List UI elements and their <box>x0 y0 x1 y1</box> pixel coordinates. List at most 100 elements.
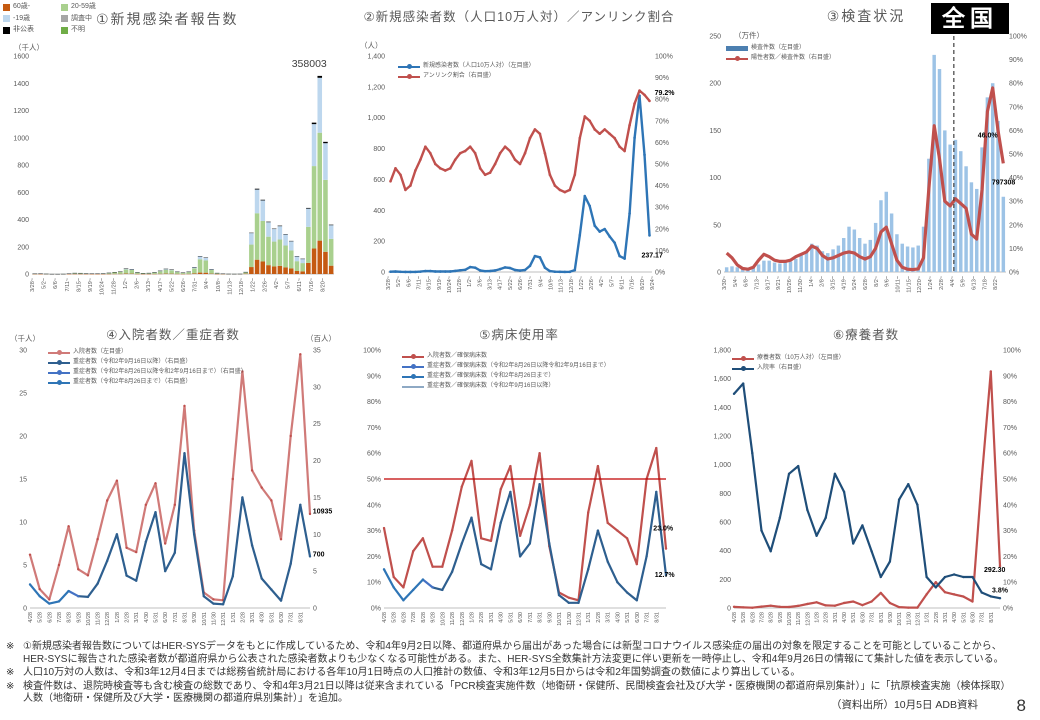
svg-text:12/20~: 12/20~ <box>917 276 923 293</box>
footnote-text: 人口10万対の人数は、令和3年12月4日までは総務省統計局における各年10月1日… <box>23 667 801 678</box>
legend-item: -19歳 <box>3 14 55 25</box>
svg-text:400: 400 <box>373 208 385 215</box>
legend-swatch-icon <box>3 26 10 34</box>
svg-text:2/28: 2/28 <box>596 612 602 623</box>
svg-text:1/22~: 1/22~ <box>251 278 257 292</box>
svg-text:5/28: 5/28 <box>741 612 747 623</box>
svg-text:25: 25 <box>19 391 27 398</box>
svg-text:70%: 70% <box>367 425 381 432</box>
legend-label: アンリンク割合（右目盛） <box>423 73 495 79</box>
svg-text:2/28: 2/28 <box>479 612 485 623</box>
legend-label: 療養者数（10万人対）（左目盛） <box>757 355 845 361</box>
legend-item: 重症者数（令和2年9月16日以降）（右目盛） <box>48 358 247 367</box>
axis-unit-label: （千人） <box>14 43 44 52</box>
legend-label: 60歳- <box>13 3 31 10</box>
svg-text:1/28: 1/28 <box>115 612 121 623</box>
axis-unit-label: （万件） <box>734 31 764 40</box>
chart-title: ②新規感染者数（人口10万人対）／アンリンク割合 <box>363 10 675 24</box>
svg-text:4/28: 4/28 <box>382 612 388 623</box>
svg-text:100%: 100% <box>363 348 381 355</box>
chart-canvas: 0 200 400 600 800 1,000 1,200 1,400 0% 10% 20% 30% 4… <box>367 54 676 293</box>
legend-swatch-icon <box>398 74 420 79</box>
svg-text:700: 700 <box>313 551 325 558</box>
axis-unit-label: （百人） <box>306 334 336 343</box>
legend-item: 不明 <box>61 25 113 36</box>
svg-text:90%: 90% <box>1003 373 1017 380</box>
svg-text:7/16~: 7/16~ <box>630 276 636 290</box>
chart-bed-occupancy: ⑤病床使用率 0% 10% 20% 30% 40% 50% 60% 70% 80% 90% 100%… <box>346 318 692 644</box>
svg-text:4/17~: 4/17~ <box>498 276 504 290</box>
legend-label: 入院者数／確保病床数 <box>427 353 488 359</box>
legend-label: 非公表 <box>13 26 34 33</box>
svg-text:7/11~: 7/11~ <box>416 276 422 290</box>
page-number: 8 <box>1016 696 1026 715</box>
svg-text:50%: 50% <box>655 162 669 169</box>
legend-label: 新規感染者数（人口10万人対）（左目盛） <box>423 63 535 69</box>
legend-item: 入院率（右目盛） <box>732 364 845 373</box>
legend-swatch-icon <box>726 56 748 61</box>
svg-text:60%: 60% <box>1009 128 1023 135</box>
legend-label: 調査中 <box>71 14 92 22</box>
svg-text:1/31: 1/31 <box>231 612 237 623</box>
chart-canvas: 0 200 400 600 800 1,000 1,200 1,400 1,600 1,800 0%… <box>713 348 1020 626</box>
svg-text:2/8~: 2/8~ <box>820 276 826 287</box>
svg-text:3/31: 3/31 <box>134 612 140 623</box>
chart-title: ①新規感染者報告数 <box>96 11 239 27</box>
svg-text:4/4~: 4/4~ <box>950 276 956 287</box>
svg-text:12/31: 12/31 <box>915 612 921 626</box>
chart-title: ④入院者数／重症者数 <box>106 328 240 342</box>
svg-text:10/28: 10/28 <box>787 612 793 626</box>
legend-label: 重症者数／確保病床数（令和2年8月26日以降令和2年9月16日まで） <box>427 363 610 369</box>
svg-text:2/6~: 2/6~ <box>477 276 483 287</box>
svg-text:6/6~: 6/6~ <box>406 276 412 287</box>
svg-text:11/13~: 11/13~ <box>227 278 233 295</box>
svg-text:60%: 60% <box>655 140 669 147</box>
svg-text:9/28: 9/28 <box>76 612 82 623</box>
svg-text:4/30: 4/30 <box>260 612 266 623</box>
svg-text:2/28: 2/28 <box>824 612 830 623</box>
svg-text:7/31~: 7/31~ <box>193 278 199 292</box>
svg-text:0%: 0% <box>655 270 665 277</box>
axis-unit-label: （千人） <box>10 334 40 343</box>
svg-text:4/30: 4/30 <box>952 612 958 623</box>
svg-text:7/31: 7/31 <box>528 612 534 623</box>
svg-text:5/28: 5/28 <box>392 612 398 623</box>
chart-legend: 検査件数（左目盛） 陽性者数／検査件数（右目盛） <box>726 44 835 64</box>
legend-item: 検査件数（左目盛） <box>726 44 835 53</box>
svg-text:6/28~: 6/28~ <box>863 276 869 290</box>
svg-text:9/6~: 9/6~ <box>885 276 891 287</box>
legend-item: 60歳- <box>3 2 55 13</box>
svg-text:5/22~: 5/22~ <box>169 278 175 292</box>
svg-text:250: 250 <box>709 34 721 41</box>
legend-item: 重症者数（令和2年8月26日以降令和2年9月16日まで）（右目盛） <box>48 368 247 377</box>
svg-text:1,000: 1,000 <box>713 462 731 469</box>
svg-text:70%: 70% <box>1009 104 1023 111</box>
svg-text:5/4~: 5/4~ <box>733 276 739 287</box>
chart-canvas: 0 50 100 150 200 250 0% 10% 20% 30% 40% 50% 60% 70% 80… <box>709 34 1027 293</box>
svg-text:0: 0 <box>717 270 721 277</box>
legend-item: アンリンク割合（右目盛） <box>398 72 535 81</box>
svg-text:6/11~: 6/11~ <box>620 276 626 290</box>
svg-text:40%: 40% <box>1003 502 1017 509</box>
svg-text:9/30: 9/30 <box>547 612 553 623</box>
legend-item: 陽性者数／検査件数（右目盛） <box>726 54 835 63</box>
svg-text:5/2~: 5/2~ <box>396 276 402 287</box>
svg-text:1/22~: 1/22~ <box>579 276 585 290</box>
svg-text:600: 600 <box>373 177 385 184</box>
legend-label: 不明 <box>71 26 85 33</box>
svg-text:8/15~: 8/15~ <box>427 276 433 290</box>
svg-text:7/31: 7/31 <box>173 612 179 623</box>
svg-text:400: 400 <box>17 217 29 224</box>
footnote-marker: ※ <box>6 641 15 652</box>
svg-text:3/31: 3/31 <box>943 612 949 623</box>
svg-text:10/8~: 10/8~ <box>216 278 222 292</box>
svg-text:2/26~: 2/26~ <box>262 278 268 292</box>
svg-text:8/31: 8/31 <box>989 612 995 623</box>
svg-text:30%: 30% <box>367 528 381 535</box>
svg-text:80%: 80% <box>1003 399 1017 406</box>
svg-text:1,600: 1,600 <box>713 376 731 383</box>
legend-swatch-icon <box>61 26 68 34</box>
svg-text:6/30: 6/30 <box>518 612 524 623</box>
svg-text:79.2%: 79.2% <box>655 90 676 97</box>
footnote-marker: ※ <box>6 680 15 692</box>
